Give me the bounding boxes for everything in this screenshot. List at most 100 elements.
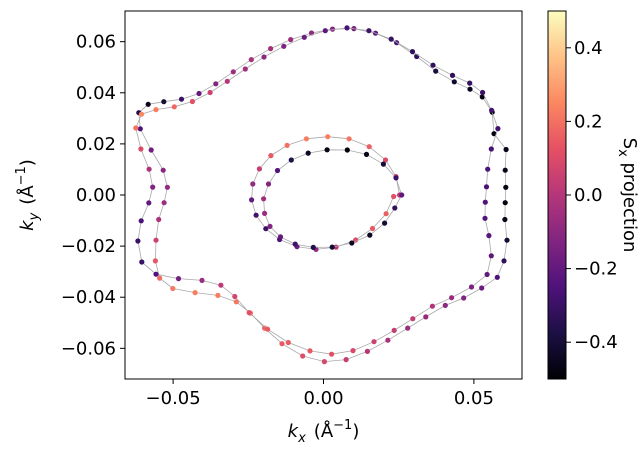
colorbar-gradient: [547, 10, 567, 380]
contour-layer: [133, 25, 510, 365]
y-tick-label: 0.00: [76, 185, 116, 206]
data-point-outer-b: [430, 62, 436, 68]
data-point-inner-a: [263, 226, 269, 232]
data-point-outer-a: [156, 216, 162, 223]
data-point-inner-b: [329, 244, 335, 250]
data-point-outer-a: [321, 359, 327, 365]
data-point-inner-a: [325, 134, 331, 140]
data-point-outer-b: [329, 351, 335, 357]
data-point-inner-a: [253, 212, 259, 218]
data-point-outer-a: [148, 147, 154, 153]
data-point-outer-b: [150, 184, 156, 190]
data-point-outer-a: [502, 216, 508, 223]
data-point-outer-b: [485, 166, 491, 172]
y-tick-label: 0.06: [76, 32, 116, 53]
data-point-outer-a: [343, 357, 349, 363]
data-point-outer-a: [192, 290, 198, 296]
data-point-outer-a: [502, 200, 508, 206]
data-point-outer-b: [410, 316, 416, 322]
data-point-outer-b: [207, 89, 213, 96]
colorbar: −0.4 −0.2 0.0 0.2 0.4 Sx projection: [547, 10, 640, 380]
data-point-inner-b: [305, 150, 311, 156]
data-point-outer-b: [409, 49, 416, 55]
data-point-outer-a: [364, 348, 370, 354]
data-point-outer-b: [307, 348, 313, 354]
contour-line-inner-b: [263, 149, 403, 248]
data-point-outer-a: [137, 126, 143, 132]
data-point-inner-b: [310, 244, 316, 250]
data-point-outer-b: [495, 126, 501, 132]
data-point-inner-a: [249, 197, 255, 203]
data-point-outer-a: [161, 200, 167, 206]
data-point-inner-a: [268, 153, 274, 159]
data-point-outer-a: [491, 131, 497, 137]
data-point-inner-b: [274, 167, 281, 174]
x-tick-label: −0.05: [146, 388, 201, 409]
x-tick-label: 0.05: [454, 388, 494, 409]
data-point-outer-b: [322, 28, 328, 34]
data-point-outer-a: [504, 237, 510, 243]
data-point-outer-a: [494, 274, 500, 280]
data-point-outer-b: [371, 339, 377, 345]
data-point-outer-b: [488, 253, 494, 259]
data-point-outer-b: [482, 215, 488, 221]
plot-area: [124, 10, 523, 380]
data-point-outer-b: [232, 293, 238, 300]
y-tick-label: −0.04: [61, 287, 116, 308]
data-point-inner-b: [382, 220, 388, 226]
data-point-outer-b: [484, 271, 490, 278]
colorbar-tick-label: 0.2: [574, 111, 603, 132]
data-point-outer-b: [449, 72, 456, 78]
data-point-outer-a: [479, 94, 485, 100]
data-point-outer-b: [489, 107, 495, 113]
data-point-outer-b: [171, 104, 177, 110]
data-point-inner-b: [324, 147, 330, 153]
y-axis-label: ky(Å−1): [14, 159, 42, 231]
data-point-inner-a: [382, 157, 389, 163]
data-point-outer-a: [461, 295, 467, 301]
data-point-outer-a: [442, 302, 448, 308]
data-point-inner-b: [392, 205, 398, 211]
data-point-inner-b: [399, 192, 405, 198]
data-point-outer-b: [199, 277, 205, 283]
data-point-inner-b: [367, 232, 373, 238]
data-point-outer-b: [265, 326, 271, 332]
data-point-outer-a: [329, 26, 336, 32]
data-point-inner-b: [267, 223, 273, 229]
data-point-outer-b: [468, 284, 475, 290]
data-point-outer-a: [161, 99, 167, 105]
data-point-inner-a: [366, 144, 372, 150]
data-point-outer-a: [248, 57, 254, 63]
data-point-outer-a: [233, 299, 239, 305]
data-point-outer-b: [242, 66, 248, 72]
data-point-outer-a: [502, 167, 508, 173]
data-point-outer-a: [152, 258, 158, 264]
data-point-inner-b: [262, 210, 268, 216]
data-point-outer-b: [139, 259, 145, 265]
data-point-inner-a: [303, 136, 309, 142]
data-point-outer-a: [501, 258, 507, 264]
colorbar-tick-label: 0.0: [574, 185, 603, 206]
data-point-outer-b: [189, 98, 195, 105]
data-point-outer-a: [479, 285, 485, 291]
colorbar-ticks: −0.4 −0.2 0.0 0.2 0.4: [566, 38, 618, 353]
data-point-outer-b: [429, 303, 435, 309]
data-point-outer-b: [391, 327, 397, 333]
data-point-outer-b: [350, 348, 356, 354]
data-point-outer-a: [279, 341, 285, 347]
x-axis-label: kx (Å−1): [288, 418, 360, 446]
data-point-outer-b: [344, 25, 350, 31]
data-point-outer-a: [451, 79, 457, 85]
data-point-outer-a: [423, 314, 429, 320]
y-tick-label: −0.02: [61, 236, 116, 257]
data-point-inner-b: [380, 161, 386, 167]
data-point-outer-a: [288, 37, 294, 43]
colorbar-label: Sx projection: [615, 138, 640, 253]
data-point-outer-b: [467, 80, 473, 86]
data-point-outer-b: [480, 89, 486, 96]
data-point-inner-b: [349, 240, 355, 246]
data-point-outer-b: [483, 184, 490, 190]
y-tick-label: −0.06: [61, 338, 116, 359]
data-point-outer-a: [405, 325, 411, 331]
